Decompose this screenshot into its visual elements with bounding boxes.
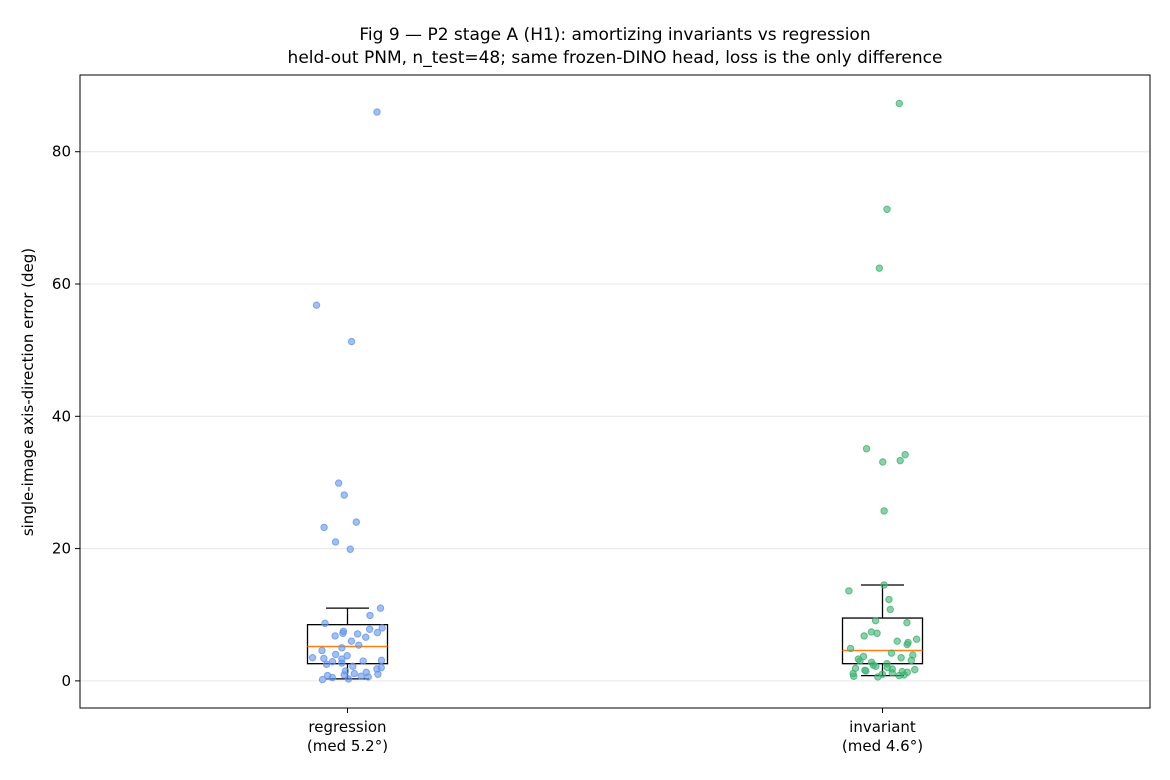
point	[378, 624, 386, 632]
box	[841, 617, 924, 665]
chart-subtitle: held-out PNM, n_test=48; same frozen-DIN…	[288, 48, 943, 68]
point	[322, 660, 331, 669]
point	[328, 673, 337, 682]
point	[339, 629, 347, 637]
point	[374, 670, 382, 678]
point	[872, 662, 880, 671]
point	[344, 675, 353, 683]
point	[349, 662, 357, 671]
point	[880, 581, 888, 589]
point	[849, 672, 858, 680]
point	[331, 650, 340, 659]
point	[312, 301, 321, 309]
point	[352, 518, 361, 526]
point	[320, 523, 328, 532]
chart-title: Fig 9 — P2 stage A (H1): amortizing inva…	[359, 25, 870, 45]
point	[347, 337, 356, 346]
point	[347, 637, 356, 645]
point	[346, 545, 354, 553]
point	[895, 671, 903, 680]
y-tick-label: 60	[52, 275, 71, 293]
point	[373, 628, 382, 637]
point	[860, 632, 868, 640]
point	[331, 538, 340, 546]
point	[874, 673, 882, 681]
x-tick-label: invariant (med 4.6°)	[841, 718, 924, 755]
plot-frame	[79, 74, 1151, 709]
point	[879, 458, 887, 466]
point	[338, 644, 346, 652]
y-tick-label: 40	[52, 407, 71, 425]
point	[880, 507, 888, 515]
point	[308, 654, 317, 662]
point	[883, 205, 891, 213]
point	[903, 640, 911, 649]
point	[887, 649, 896, 657]
point	[895, 99, 904, 108]
point	[862, 445, 871, 453]
point	[912, 635, 921, 643]
box	[306, 624, 389, 665]
point	[896, 456, 904, 465]
point	[885, 595, 893, 604]
point	[893, 637, 901, 645]
point	[907, 656, 916, 665]
point	[911, 665, 919, 674]
point	[362, 633, 370, 641]
point	[321, 619, 329, 628]
point	[359, 657, 367, 665]
y-tick-label: 20	[52, 540, 71, 558]
point	[886, 605, 894, 614]
point	[357, 672, 365, 680]
point	[318, 675, 327, 684]
point	[903, 618, 911, 627]
point	[343, 652, 351, 660]
x-tick-label: regression (med 5.2°)	[306, 718, 389, 755]
point	[873, 629, 881, 637]
point	[320, 654, 328, 663]
point	[365, 625, 374, 633]
point	[376, 604, 385, 612]
point	[338, 659, 346, 667]
point	[331, 632, 339, 640]
point	[875, 264, 884, 272]
y-tick-label: 0	[61, 672, 71, 690]
point	[897, 654, 905, 662]
point	[366, 611, 374, 620]
point	[862, 667, 870, 675]
point	[350, 669, 358, 678]
y-tick-label: 80	[52, 143, 71, 161]
point	[856, 657, 864, 665]
y-axis-label: single-image axis-direction error (deg)	[19, 248, 37, 536]
point	[353, 630, 362, 638]
point	[355, 641, 363, 649]
point	[364, 673, 372, 681]
point	[871, 616, 880, 625]
point	[373, 108, 381, 116]
point	[888, 669, 896, 677]
point	[328, 657, 337, 666]
point	[318, 646, 326, 655]
point	[846, 644, 855, 653]
point	[845, 587, 853, 595]
point	[901, 450, 909, 459]
point	[340, 491, 348, 499]
point	[377, 656, 386, 665]
point	[334, 479, 343, 487]
